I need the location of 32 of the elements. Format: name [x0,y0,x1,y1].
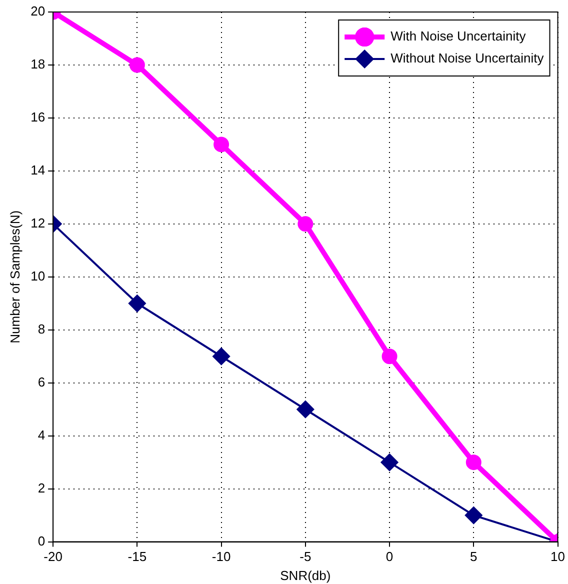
x-tick-label: -20 [44,549,62,564]
point [466,454,482,470]
y-tick-label: 18 [30,56,46,72]
point [298,216,314,232]
y-tick-label: 6 [38,374,46,390]
x-tick-label: 0 [386,549,394,564]
point [128,294,146,312]
y-tick-label: 4 [38,427,46,442]
x-tick-label: 5 [470,549,478,564]
y-tick-label: 14 [30,162,46,178]
x-tick-label: 10 [550,549,566,564]
y-tick-label: 8 [38,321,46,336]
x-tick-label: -10 [212,549,231,564]
x-axis-title: SNR(db) [280,568,331,583]
y-tick-label: 10 [30,268,46,284]
y-tick-label: 20 [30,4,46,19]
point [380,454,398,472]
y-tick-label: 16 [30,110,46,125]
point [212,348,230,366]
point [214,136,230,152]
y-tick-label: 12 [30,216,46,230]
y-axis-title: Number of Samples(N) [7,210,22,344]
point [464,506,482,524]
legend-label: With Noise Uncertainity [390,28,526,44]
x-tick-label: -5 [300,549,312,564]
y-tick-label: 0 [38,533,46,548]
point [296,400,314,418]
x-tick-label: -15 [128,549,147,564]
point [129,57,145,73]
y-tick-label: 2 [38,480,46,496]
point [382,348,398,364]
legend-label: Without Noise Uncertainity [390,50,544,66]
